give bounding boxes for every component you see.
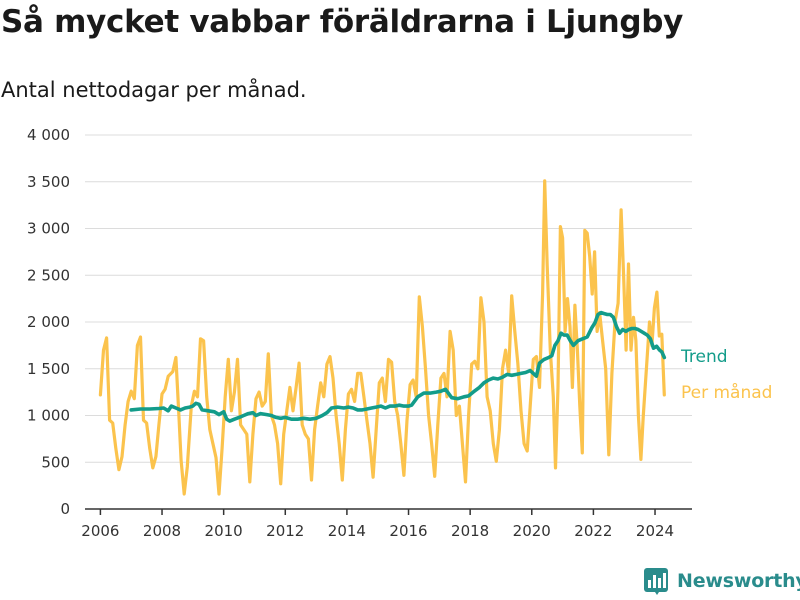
x-tick-label: 2024 (636, 522, 674, 540)
x-tick-label: 2010 (205, 522, 243, 540)
x-tick-label: 2022 (574, 522, 612, 540)
y-axis-tick-labels: 0 500 1 000 1 500 2 000 2 500 3 000 3 500 4 000 (27, 126, 70, 518)
y-tick-label: 3 500 (27, 173, 70, 191)
y-tick-label: 2 000 (27, 313, 70, 331)
brand-name: Newsworthy (677, 570, 800, 592)
x-tick-label: 2006 (81, 522, 119, 540)
y-tick-label: 0 (60, 500, 70, 518)
series-line-per-manad (98, 179, 666, 496)
y-tick-label: 1 500 (27, 360, 70, 378)
page-title: Så mycket vabbar föräldrarna i Ljungby (1, 4, 684, 40)
grid-lines (85, 134, 692, 463)
x-tick-label: 2012 (266, 522, 304, 540)
y-tick-label: 500 (41, 453, 70, 471)
series-label-per-manad: Per månad (681, 382, 772, 403)
x-tick-label: 2016 (389, 522, 427, 540)
series-label-trend: Trend (680, 347, 728, 367)
series-lines (98, 179, 667, 496)
x-tick-label: 2020 (513, 522, 551, 540)
y-tick-label: 1 000 (27, 407, 70, 425)
y-tick-label: 3 000 (27, 220, 70, 238)
series-end-labels: Per månad Trend (680, 347, 772, 403)
x-tick-label: 2018 (451, 522, 489, 540)
newsworthy-logo[interactable]: Newsworthy (643, 567, 800, 595)
series-line-trend (129, 310, 667, 423)
x-tick-label: 2008 (143, 522, 181, 540)
x-tick-label: 2014 (328, 522, 366, 540)
x-axis: 2006 2008 2010 2012 2014 2016 2018 2020 2022 2024 (81, 508, 692, 540)
page-subtitle: Antal nettodagar per månad. (1, 78, 307, 102)
y-tick-label: 4 000 (27, 126, 70, 144)
y-tick-label: 2 500 (27, 266, 70, 284)
bar-chart-logo-icon (644, 568, 668, 595)
